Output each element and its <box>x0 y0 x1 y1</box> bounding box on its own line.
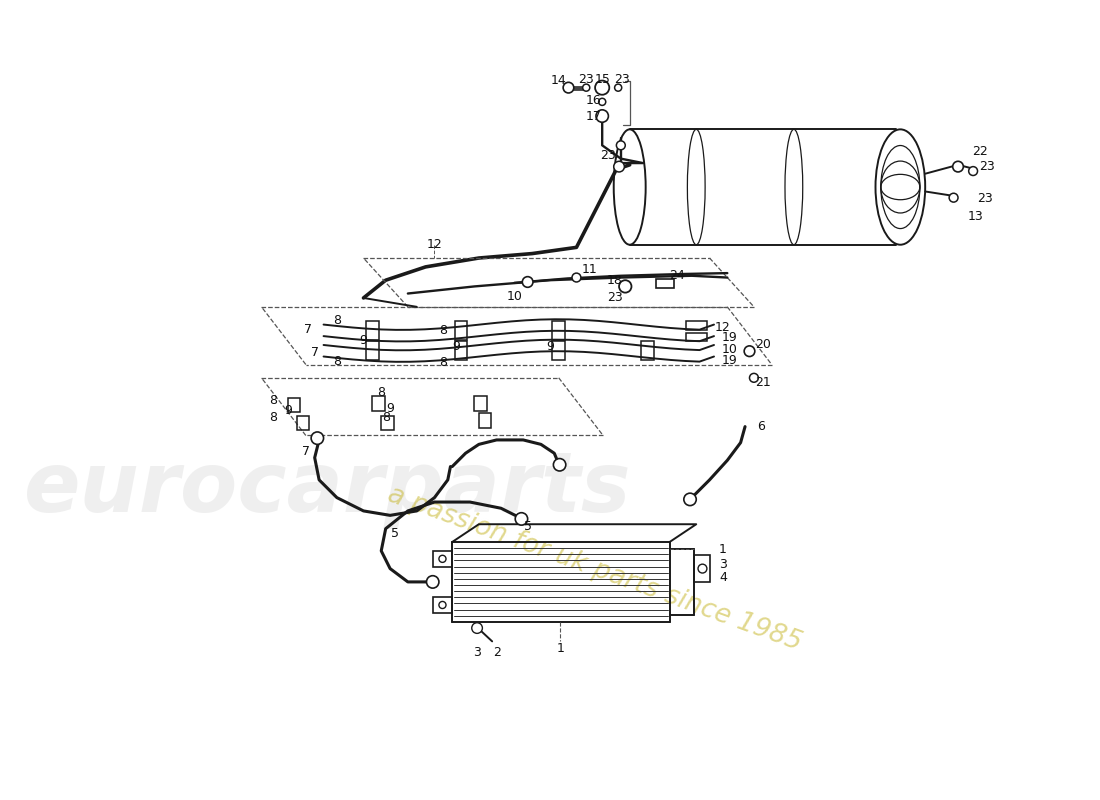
Circle shape <box>949 194 958 202</box>
Text: 4: 4 <box>719 571 727 584</box>
Text: 21: 21 <box>755 376 771 389</box>
Text: 1: 1 <box>719 542 727 555</box>
Text: 11: 11 <box>582 263 597 276</box>
Text: 16: 16 <box>585 94 602 107</box>
Circle shape <box>598 98 606 106</box>
Text: 10: 10 <box>506 290 522 302</box>
Circle shape <box>614 162 625 172</box>
Circle shape <box>427 576 439 588</box>
Bar <box>366 321 378 340</box>
Text: 15: 15 <box>594 73 610 86</box>
Circle shape <box>969 166 978 175</box>
Text: 7: 7 <box>310 346 319 359</box>
Text: 23: 23 <box>979 160 996 173</box>
Text: 10: 10 <box>722 343 738 356</box>
Text: 6: 6 <box>757 420 764 433</box>
Bar <box>552 321 565 340</box>
Bar <box>366 342 378 360</box>
Circle shape <box>472 622 483 634</box>
Circle shape <box>522 277 534 287</box>
Text: 24: 24 <box>669 270 684 282</box>
Circle shape <box>595 81 609 94</box>
Text: 20: 20 <box>755 338 771 351</box>
Text: a passion for uk parts since 1985: a passion for uk parts since 1985 <box>384 482 805 656</box>
Text: 12: 12 <box>715 321 730 334</box>
Circle shape <box>311 432 323 444</box>
Circle shape <box>616 141 625 150</box>
Circle shape <box>596 110 608 122</box>
Text: 9: 9 <box>546 340 553 354</box>
Text: eurocarparts: eurocarparts <box>24 448 631 530</box>
Bar <box>552 342 565 360</box>
Bar <box>373 397 385 410</box>
Text: 13: 13 <box>968 210 983 223</box>
Text: 3: 3 <box>719 558 727 570</box>
Circle shape <box>439 555 446 562</box>
Text: 18: 18 <box>607 274 623 286</box>
Circle shape <box>515 513 528 525</box>
Bar <box>641 342 653 360</box>
Text: 19: 19 <box>722 331 738 344</box>
Text: 17: 17 <box>585 110 602 123</box>
Circle shape <box>553 458 565 471</box>
Circle shape <box>439 602 446 609</box>
Text: 8: 8 <box>439 356 448 370</box>
Text: 23: 23 <box>579 73 594 86</box>
Text: 23: 23 <box>600 150 615 162</box>
Bar <box>455 342 468 360</box>
Circle shape <box>698 564 707 573</box>
Text: 8: 8 <box>333 314 341 326</box>
Circle shape <box>563 82 574 93</box>
Text: 7: 7 <box>304 322 311 335</box>
Circle shape <box>572 273 581 282</box>
Text: 23: 23 <box>977 192 992 205</box>
Text: 8: 8 <box>270 411 277 424</box>
Text: 1: 1 <box>557 642 564 655</box>
Text: 9: 9 <box>386 402 394 415</box>
Text: 8: 8 <box>377 386 385 399</box>
Text: 9: 9 <box>453 340 461 354</box>
Text: 5: 5 <box>390 526 398 540</box>
Bar <box>694 555 711 582</box>
Text: 14: 14 <box>551 74 566 87</box>
Text: 9: 9 <box>360 334 367 347</box>
Bar <box>382 416 394 430</box>
Circle shape <box>615 84 622 91</box>
Circle shape <box>745 346 755 357</box>
Circle shape <box>953 162 964 172</box>
Text: 5: 5 <box>524 519 531 533</box>
Bar <box>685 333 707 342</box>
Text: 9: 9 <box>284 404 292 417</box>
Circle shape <box>684 493 696 506</box>
Bar <box>455 321 468 340</box>
Bar <box>297 416 309 430</box>
Circle shape <box>619 280 631 293</box>
Text: 8: 8 <box>382 411 389 424</box>
Text: 7: 7 <box>301 445 310 458</box>
Text: 3: 3 <box>473 646 481 659</box>
Bar <box>478 414 492 427</box>
Text: 8: 8 <box>333 355 341 368</box>
Text: 23: 23 <box>614 73 629 86</box>
Bar <box>432 551 452 567</box>
Text: 19: 19 <box>722 354 738 366</box>
Bar <box>474 397 487 410</box>
Text: 2: 2 <box>493 646 500 659</box>
Text: 12: 12 <box>427 238 442 251</box>
Bar <box>432 597 452 613</box>
Circle shape <box>583 84 590 91</box>
Bar <box>288 398 300 413</box>
Text: 23: 23 <box>607 291 623 305</box>
Text: 8: 8 <box>439 324 448 338</box>
Bar <box>657 279 674 288</box>
Bar <box>685 321 707 330</box>
Text: 8: 8 <box>270 394 277 406</box>
Text: 22: 22 <box>972 145 988 158</box>
Circle shape <box>749 374 758 382</box>
